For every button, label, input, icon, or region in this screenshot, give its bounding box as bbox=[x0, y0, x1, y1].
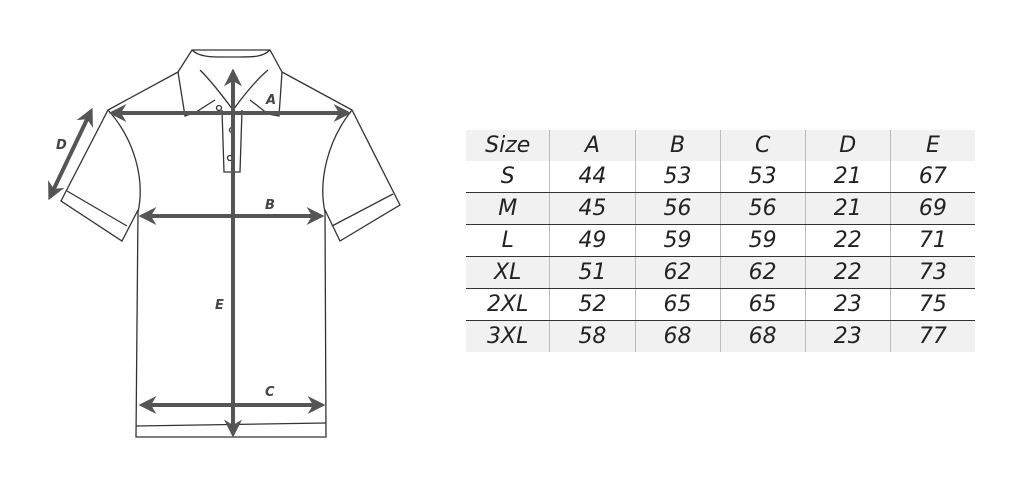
measurement-cell: 56 bbox=[634, 192, 721, 225]
measurement-cell: 56 bbox=[719, 192, 806, 225]
measurement-cell: 73 bbox=[889, 256, 975, 289]
table-row: L 49 59 59 22 71 bbox=[466, 224, 975, 257]
table-row: S 44 53 53 21 67 bbox=[466, 161, 975, 193]
shirt-outline bbox=[60, 49, 401, 438]
header-cell: B bbox=[634, 130, 721, 161]
measurement-cell: 21 bbox=[804, 192, 891, 225]
header-cell: E bbox=[889, 130, 975, 161]
size-cell: 2XL bbox=[466, 288, 550, 321]
measurement-cell: 68 bbox=[719, 320, 806, 352]
measurement-arrows bbox=[48, 68, 352, 438]
header-cell: A bbox=[549, 130, 635, 161]
measurement-cell: 44 bbox=[549, 161, 635, 193]
label-c: C bbox=[265, 385, 275, 400]
label-e: E bbox=[215, 298, 224, 313]
measurement-cell: 58 bbox=[549, 320, 635, 352]
arrow-d bbox=[48, 107, 93, 201]
measurement-cell: 62 bbox=[719, 256, 806, 289]
measurement-cell: 67 bbox=[889, 161, 975, 193]
table-row: 3XL 58 68 68 23 77 bbox=[466, 320, 975, 352]
header-cell: C bbox=[719, 130, 806, 161]
label-a: A bbox=[265, 93, 276, 108]
measurement-cell: 52 bbox=[549, 288, 635, 321]
size-cell: 3XL bbox=[466, 320, 550, 352]
measurement-cell: 21 bbox=[804, 161, 891, 193]
measurement-cell: 75 bbox=[889, 288, 975, 321]
size-cell: M bbox=[466, 192, 550, 225]
polo-shirt-diagram: A B C D E bbox=[48, 49, 401, 438]
table-row: 2XL 52 65 65 23 75 bbox=[466, 288, 975, 321]
measurement-cell: 45 bbox=[549, 192, 635, 225]
header-cell: D bbox=[804, 130, 891, 161]
table-row: M 45 56 56 21 69 bbox=[466, 192, 975, 225]
measurement-cell: 59 bbox=[634, 224, 721, 257]
size-cell: S bbox=[466, 161, 550, 193]
size-cell: L bbox=[466, 224, 550, 257]
measurement-cell: 65 bbox=[634, 288, 721, 321]
measurement-cell: 62 bbox=[634, 256, 721, 289]
measurement-cell: 49 bbox=[549, 224, 635, 257]
measurement-cell: 23 bbox=[804, 288, 891, 321]
measurement-cell: 68 bbox=[634, 320, 721, 352]
measurement-cell: 65 bbox=[719, 288, 806, 321]
measurement-cell: 22 bbox=[804, 224, 891, 257]
label-b: B bbox=[265, 198, 275, 213]
measurement-cell: 51 bbox=[549, 256, 635, 289]
measurement-cell: 69 bbox=[889, 192, 975, 225]
measurement-cell: 59 bbox=[719, 224, 806, 257]
header-cell: Size bbox=[466, 130, 550, 161]
measurement-cell: 23 bbox=[804, 320, 891, 352]
label-d: D bbox=[56, 138, 67, 153]
size-cell: XL bbox=[466, 256, 550, 289]
measurement-cell: 77 bbox=[889, 320, 975, 352]
measurement-cell: 71 bbox=[889, 224, 975, 257]
measurement-cell: 53 bbox=[719, 161, 806, 193]
measurement-cell: 53 bbox=[634, 161, 721, 193]
table-header-row: Size A B C D E bbox=[466, 130, 975, 161]
table-row: XL 51 62 62 22 73 bbox=[466, 256, 975, 289]
size-table: Size A B C D E S 44 53 53 21 67 M 45 56 56 21 69 L 49… bbox=[466, 130, 975, 352]
measurement-cell: 22 bbox=[804, 256, 891, 289]
